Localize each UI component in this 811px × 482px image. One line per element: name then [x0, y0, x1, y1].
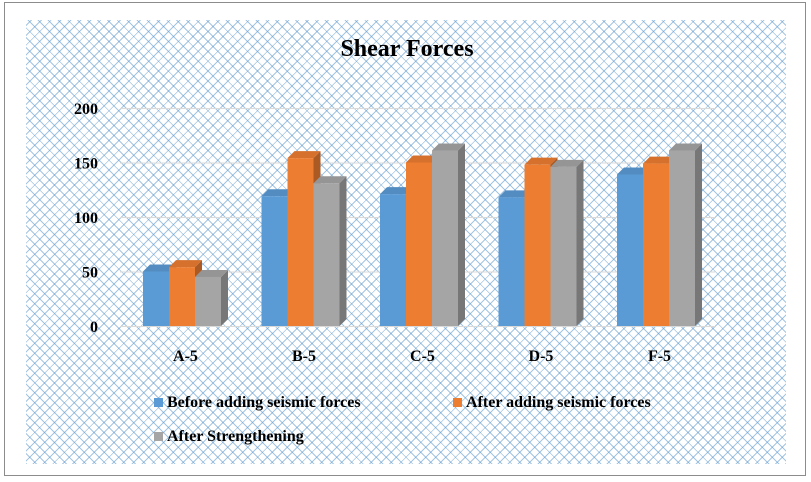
bars — [143, 143, 702, 326]
bar-d-5-series-3 — [550, 159, 584, 326]
bar-front-face — [498, 197, 525, 326]
y-tick-label: 50 — [82, 265, 98, 282]
bar-front-face — [380, 194, 406, 326]
bar-front-face — [550, 166, 577, 326]
x-category-label: B-5 — [292, 348, 316, 365]
legend-item: After adding seismic forces — [453, 394, 651, 411]
x-axis-categories: A-5 B-5 C-5 D-5 F-5 — [173, 348, 671, 365]
bar-front-face — [524, 164, 551, 326]
legend-label: After Strengthening — [167, 428, 304, 445]
bar-top-face — [669, 143, 702, 151]
x-category-label: D-5 — [529, 348, 554, 365]
bar-front-face — [432, 150, 458, 326]
bar-top-face — [287, 151, 321, 159]
bar-top-face — [617, 167, 650, 175]
bar-a-5-series-3 — [195, 269, 228, 326]
bar-front-face — [169, 267, 195, 326]
bar-side-face — [458, 143, 465, 326]
legend-label: After adding seismic forces — [466, 394, 651, 411]
bar-b-5-series-3 — [313, 176, 347, 326]
legend-swatch — [154, 432, 163, 441]
bar-front-face — [287, 158, 314, 326]
bar-top-face — [498, 190, 532, 198]
bar-f-5-series-3 — [669, 143, 702, 326]
chart-title: Shear Forces — [340, 36, 473, 62]
legend-label: Before adding seismic forces — [167, 394, 361, 411]
bar-top-face — [406, 155, 439, 163]
x-category-label: F-5 — [648, 348, 671, 365]
y-tick-label: 0 — [90, 319, 98, 336]
bar-front-face — [195, 276, 221, 326]
bar-front-face — [261, 196, 288, 326]
bar-top-face — [643, 156, 676, 164]
x-category-label: A-5 — [173, 348, 198, 365]
bar-c-5-series-3 — [432, 143, 465, 326]
bar-top-face — [195, 269, 228, 277]
legend-item: Before adding seismic forces — [154, 394, 361, 411]
bar-front-face — [406, 162, 432, 326]
bar-top-face — [261, 189, 295, 197]
bar-front-face — [617, 174, 643, 326]
bar-side-face — [339, 176, 347, 326]
y-tick-label: 150 — [74, 156, 98, 173]
bar-top-face — [143, 264, 176, 272]
bar-side-face — [576, 159, 584, 326]
bar-front-face — [143, 271, 169, 326]
legend-swatch — [154, 398, 163, 407]
legend-swatch — [453, 398, 462, 407]
bar-front-face — [669, 150, 695, 326]
x-category-label: C-5 — [410, 348, 435, 365]
y-tick-label: 100 — [74, 210, 98, 227]
bar-front-face — [313, 183, 340, 326]
bar-top-face — [380, 187, 413, 195]
y-axis-ticks: 0 50 100 150 200 — [74, 101, 98, 336]
bar-top-face — [169, 260, 202, 268]
bar-top-face — [313, 176, 347, 184]
bar-front-face — [643, 163, 669, 326]
y-tick-label: 200 — [74, 101, 98, 118]
bar-side-face — [221, 269, 228, 326]
legend-item: After Strengthening — [154, 428, 304, 445]
legend: Before adding seismic forces After adding… — [154, 394, 651, 445]
bar-top-face — [432, 143, 465, 151]
bar-top-face — [524, 157, 558, 165]
bar-side-face — [695, 143, 702, 326]
bar-top-face — [550, 159, 584, 167]
